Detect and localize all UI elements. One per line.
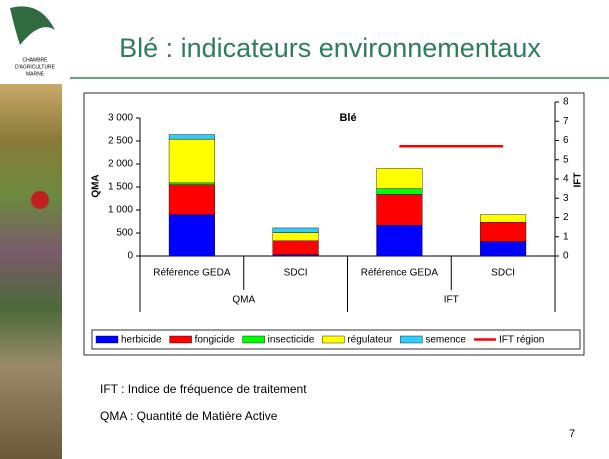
legend-label: régulateur bbox=[347, 335, 393, 346]
bar-segment bbox=[272, 254, 319, 257]
y-tick-label: 1 000 bbox=[108, 205, 133, 216]
y-tick-label: 500 bbox=[116, 228, 133, 239]
group-label: QMA bbox=[232, 295, 255, 306]
bar-segment bbox=[168, 184, 215, 215]
chart-title: Blé bbox=[339, 112, 356, 124]
logo-text: CHAMBRE bbox=[22, 57, 48, 63]
x-tick-label: SDCI bbox=[284, 268, 308, 279]
bar-segment bbox=[168, 214, 215, 257]
y-tick-label: 3 000 bbox=[108, 113, 133, 124]
note: QMA : Quantité de Matière Active bbox=[100, 409, 278, 423]
slide-title: Blé : indicateurs environnementaux bbox=[119, 33, 541, 63]
bar-segment bbox=[376, 194, 423, 226]
y2-tick-label: 2 bbox=[563, 212, 569, 223]
legend-label: herbicide bbox=[121, 335, 162, 346]
y-tick-label: 2 500 bbox=[108, 136, 133, 147]
logo-mark bbox=[10, 6, 55, 46]
bar-segment bbox=[272, 232, 319, 242]
bar-segment bbox=[272, 227, 319, 233]
page-number: 7 bbox=[569, 428, 575, 440]
legend-swatch bbox=[242, 335, 265, 344]
y2-tick-label: 1 bbox=[563, 231, 569, 242]
legend-label: semence bbox=[425, 335, 466, 346]
bar-segment bbox=[376, 188, 423, 195]
bar-segment bbox=[168, 134, 215, 140]
bar-segment bbox=[376, 168, 423, 189]
note: IFT : Indice de fréquence de traitement bbox=[100, 382, 307, 396]
x-tick-label: Référence GEDA bbox=[153, 268, 231, 279]
bar-segment bbox=[272, 240, 319, 255]
y2-tick-label: 8 bbox=[563, 97, 569, 108]
bar-segment bbox=[168, 182, 215, 185]
x-tick-label: Référence GEDA bbox=[361, 268, 439, 279]
bar-segment bbox=[168, 138, 215, 184]
y2-tick-label: 4 bbox=[563, 174, 569, 185]
legend-label: fongicide bbox=[195, 335, 235, 346]
y-tick-label: 2 000 bbox=[108, 159, 133, 170]
bar-segment bbox=[480, 214, 527, 223]
y2-axis-label: IFT bbox=[573, 173, 584, 188]
y2-tick-label: 7 bbox=[563, 116, 569, 127]
legend-swatch bbox=[400, 335, 423, 344]
x-tick-label: SDCI bbox=[491, 268, 515, 279]
y2-tick-label: 0 bbox=[563, 251, 569, 262]
group-label: IFT bbox=[444, 295, 459, 306]
bar-segment bbox=[480, 241, 527, 257]
legend-swatch bbox=[169, 335, 192, 344]
y-axis-label: QMA bbox=[91, 174, 102, 197]
photo-strip bbox=[0, 84, 62, 459]
ladybug bbox=[31, 191, 49, 209]
y2-tick-label: 6 bbox=[563, 135, 569, 146]
legend-swatch bbox=[322, 335, 345, 344]
y2-tick-label: 5 bbox=[563, 154, 569, 165]
y2-tick-label: 3 bbox=[563, 193, 569, 204]
y-tick-label: 0 bbox=[127, 251, 133, 262]
bar-segment bbox=[480, 222, 527, 242]
y-tick-label: 1 500 bbox=[108, 182, 133, 193]
logo-text: D'AGRICULTURE bbox=[15, 64, 56, 70]
legend-swatch bbox=[95, 335, 119, 344]
bar-segment bbox=[376, 224, 423, 257]
legend-label: IFT région bbox=[499, 335, 544, 346]
legend-label: insecticide bbox=[268, 335, 315, 346]
logo-text: MARNE bbox=[26, 71, 45, 77]
